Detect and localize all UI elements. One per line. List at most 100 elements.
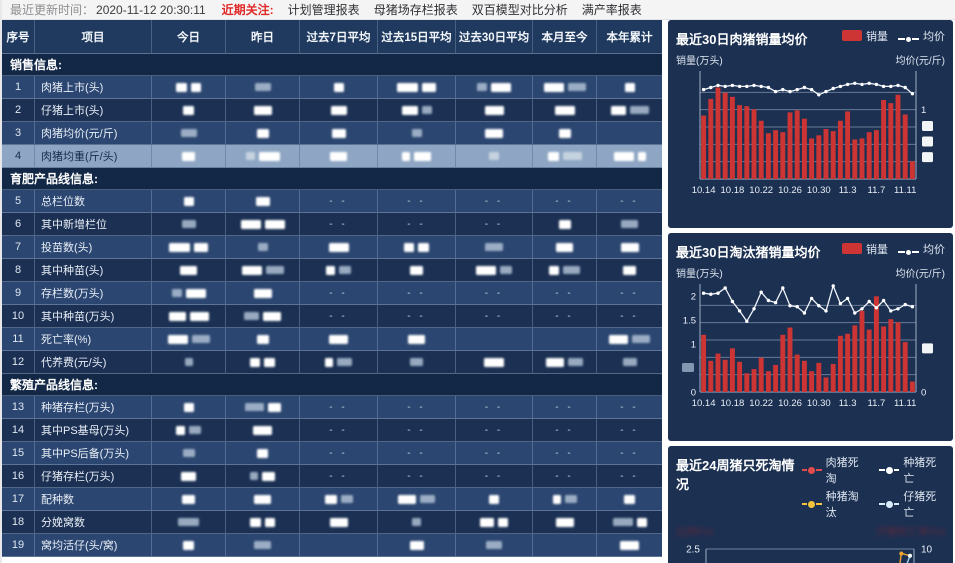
redacted-value-block [480, 517, 494, 527]
table-row[interactable]: 17 配种数 [2, 488, 662, 511]
table-row[interactable]: 1 肉猪上市(头) [2, 76, 662, 99]
table-row[interactable]: 10 其中种苗(万头) - - - - - - - - - - [2, 305, 662, 328]
report-link-3[interactable]: 双百模型对比分析 [471, 3, 568, 17]
redacted-value-block [422, 82, 436, 92]
legend-item-2[interactable]: 种猪死亡 [879, 454, 945, 486]
redacted-value-block [324, 494, 337, 504]
row-label: 分娩窝数 [35, 511, 152, 534]
redacted-value-block [176, 82, 187, 92]
report-link-4[interactable]: 满产率报表 [581, 3, 642, 17]
value-cell [456, 76, 533, 99]
value-cell [456, 145, 533, 168]
row-label: 其中新增栏位 [35, 213, 152, 236]
value-cell [152, 419, 226, 442]
row-label: 肉猪上市(头) [35, 76, 152, 99]
redacted-dashes: - - [620, 195, 639, 207]
redacted-dashes: - - [620, 470, 639, 482]
value-cell [226, 282, 300, 305]
redacted-value-block [555, 517, 574, 527]
redacted-value-block [264, 357, 275, 367]
value-cell [456, 534, 533, 557]
redacted-value-block [564, 495, 577, 503]
redacted-value-block [328, 242, 349, 252]
row-label: 代养费(元/头) [35, 351, 152, 374]
value-cell [378, 145, 456, 168]
value-cell: - - [456, 419, 533, 442]
legend-item-3[interactable]: 种猪淘汰 [801, 488, 868, 520]
table-row[interactable]: 11 死亡率(%) [2, 328, 662, 351]
table-row[interactable]: 15 其中PS后备(万头) - - - - - - - - - - [2, 442, 662, 465]
value-cell [378, 236, 456, 259]
redacted-value-block [169, 242, 190, 252]
redacted-dashes: - - [407, 447, 426, 459]
legend-sales[interactable]: 销量 [842, 241, 888, 257]
value-cell [533, 534, 597, 557]
redacted-value-block [485, 128, 503, 138]
legend-sales[interactable]: 销量 [842, 28, 888, 44]
value-cell [152, 442, 226, 465]
table-row[interactable]: 7 投苗数(头) [2, 236, 662, 259]
value-cell: - - [378, 282, 456, 305]
table-row[interactable]: 16 仔猪存栏(万头) - - - - - - - - - - [2, 465, 662, 488]
redacted-dashes: - - [484, 401, 504, 413]
legend-price[interactable]: 均价 [898, 241, 945, 257]
redacted-value-block [546, 357, 564, 367]
chart3-axis-units: 比例(%) 仔猪死亡率(%) [676, 526, 945, 538]
table-row[interactable]: 12 代养费(元/头) [2, 351, 662, 374]
redacted-dashes: - - [329, 287, 348, 299]
value-cell: - - [378, 442, 456, 465]
redacted-value-block [189, 311, 209, 321]
value-cell: - - [533, 305, 597, 328]
table-row[interactable]: 14 其中PS基母(万头) - - - - - - - - - - [2, 419, 662, 442]
table-row[interactable]: 6 其中新增栏位 - - - - - - [2, 213, 662, 236]
table-row[interactable]: 13 种猪存栏(万头) - - - - - - - - - - [2, 396, 662, 419]
chart1-plot: 10.14 10.18 10.22 10.26 10.30 11.3 11.7 11.11 1 [692, 71, 933, 196]
value-cell [597, 534, 662, 557]
svg-text:0: 0 [921, 388, 926, 399]
value-cell [533, 511, 597, 534]
report-link-2[interactable]: 母猪场存栏报表 [373, 3, 458, 17]
table-row[interactable]: 18 分娩窝数 [2, 511, 662, 534]
redacted-value-block [549, 265, 559, 275]
column-header: 今日 [152, 20, 226, 54]
value-cell: - - [533, 396, 597, 419]
redacted-value-block [257, 448, 268, 458]
redacted-dashes: - - [555, 447, 574, 459]
chart-panel-pig-sales: 最近30日肉猪销量均价 销量 均价 销量(万头) 均价(元/斤) 10.14 10… [668, 20, 953, 228]
redacted-value-block [254, 83, 271, 91]
value-cell [226, 488, 300, 511]
redacted-value-block [245, 152, 255, 160]
table-row[interactable]: 3 肉猪均价(元/斤) [2, 122, 662, 145]
chart2-plot: 10.14 10.18 10.22 10.26 10.30 11.3 11.7 11.11 2 1… [682, 283, 933, 409]
value-cell: - - [597, 419, 662, 442]
redacted-value-block [264, 219, 285, 229]
value-cell [300, 76, 378, 99]
redacted-dashes: - - [329, 401, 348, 413]
chart2-title: 最近30日淘汰猪销量均价 [676, 245, 821, 260]
redacted-value-block [182, 494, 195, 504]
legend-item-4[interactable]: 仔猪死亡 [879, 488, 945, 520]
value-cell [152, 76, 226, 99]
redacted-dashes: - - [329, 218, 348, 230]
table-row[interactable]: 8 其中种苗(头) [2, 259, 662, 282]
table-row[interactable]: 2 仔猪上市(头) [2, 99, 662, 122]
value-cell: - - [300, 396, 378, 419]
column-header: 序号 [2, 20, 35, 54]
table-row[interactable]: 9 存栏数(万头) - - - - - - - - - - [2, 282, 662, 305]
table-row[interactable]: 19 窝均活仔(头/窝) [2, 534, 662, 557]
row-number: 4 [2, 145, 35, 168]
value-cell [226, 259, 300, 282]
redacted-dashes: - - [555, 424, 574, 436]
redacted-dashes: - - [484, 218, 504, 230]
report-link-1[interactable]: 计划管理报表 [287, 3, 360, 17]
value-cell: - - [533, 419, 597, 442]
legend-item-1[interactable]: 肉猪死淘 [801, 454, 868, 486]
redacted-value-block [554, 105, 575, 115]
value-cell [226, 99, 300, 122]
table-row[interactable]: 5 总栏位数 - - - - - - - - - - [2, 190, 662, 213]
row-number: 8 [2, 259, 35, 282]
redacted-dashes: - - [555, 470, 574, 482]
legend-line-icon [893, 469, 900, 471]
table-row[interactable]: 4 肉猪均重(斤/头) [2, 145, 662, 168]
legend-price[interactable]: 均价 [898, 28, 945, 44]
